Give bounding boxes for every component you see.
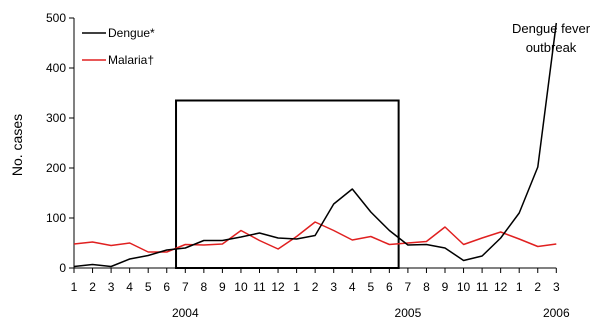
x-tick-label: 10 [457, 280, 471, 294]
x-tick-label: 7 [182, 280, 189, 294]
annotation-text: outbreak [526, 40, 577, 55]
x-tick-label: 4 [349, 280, 356, 294]
x-tick-label: 5 [367, 280, 374, 294]
y-axis-title: No. cases [9, 114, 25, 176]
y-tick-label: 400 [46, 61, 66, 75]
y-tick-label: 500 [46, 11, 66, 25]
x-tick-label: 9 [442, 280, 449, 294]
y-tick-label: 300 [46, 111, 66, 125]
y-tick-label: 200 [46, 161, 66, 175]
y-tick-label: 0 [59, 261, 66, 275]
y-tick-label: 100 [46, 211, 66, 225]
x-tick-label: 8 [423, 280, 430, 294]
x-tick-label: 9 [219, 280, 226, 294]
series-line [73, 22, 558, 268]
series-layer [73, 22, 558, 268]
x-tick-label: 1 [516, 280, 523, 294]
x-year-label: 2004 [172, 306, 199, 320]
x-tick-label: 3 [553, 280, 560, 294]
x-tick-label: 8 [201, 280, 208, 294]
x-tick-label: 4 [126, 280, 133, 294]
x-tick-label: 3 [108, 280, 115, 294]
x-tick-label: 6 [386, 280, 393, 294]
x-year-label: 2006 [543, 306, 570, 320]
x-tick-label: 11 [476, 280, 489, 294]
x-tick-label: 12 [494, 280, 508, 294]
legend: Dengue* Malaria† [82, 26, 155, 67]
x-tick-label: 11 [253, 280, 266, 294]
x-tick-label: 6 [163, 280, 170, 294]
x-tick-label: 2 [89, 280, 96, 294]
x-tick-label: 1 [293, 280, 300, 294]
x-tick-label: 10 [234, 280, 248, 294]
x-tick-label: 2 [534, 280, 541, 294]
x-tick-label: 2 [312, 280, 319, 294]
x-year-label: 2005 [395, 306, 422, 320]
series-line [73, 221, 557, 253]
annotation-text: Dengue fever [512, 21, 591, 36]
legend-label: Malaria† [108, 53, 154, 67]
x-tick-label: 3 [330, 280, 337, 294]
x-tick-label: 7 [405, 280, 412, 294]
x-tick-label: 5 [145, 280, 152, 294]
annotations-layer: Dengue fever outbreak [512, 21, 591, 55]
x-tick-label: 1 [71, 280, 78, 294]
x-tick-label: 12 [271, 280, 285, 294]
legend-label: Dengue* [108, 26, 155, 40]
